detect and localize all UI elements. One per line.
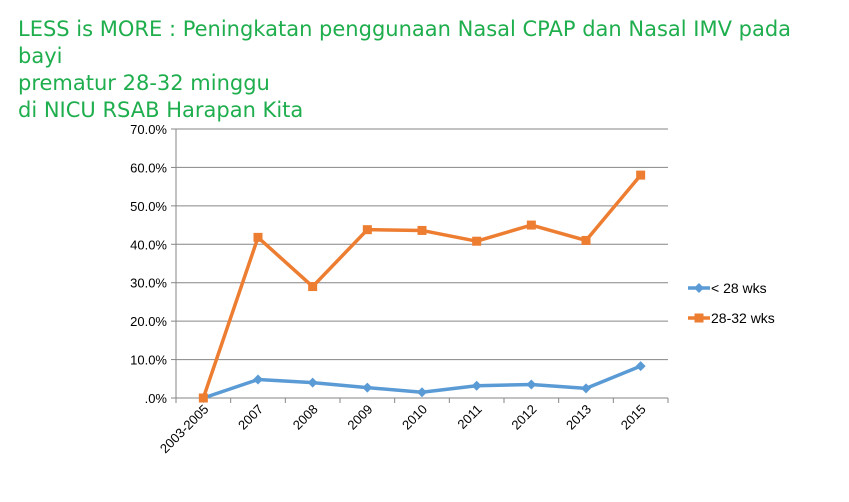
y-tick-label: 20.0% [130, 314, 167, 329]
data-point [253, 374, 263, 385]
x-tick-label: 2008 [290, 402, 321, 433]
legend-item: < 28 wks [688, 280, 767, 296]
x-tick-label: 2007 [235, 402, 266, 433]
data-point [526, 220, 536, 230]
y-tick-label: .0% [145, 391, 168, 406]
legend-marker [694, 283, 704, 293]
x-tick-label: 2013 [563, 402, 594, 433]
legend-marker [694, 313, 704, 323]
legend: < 28 wks 28-32 wks [688, 280, 775, 326]
data-point [526, 379, 537, 390]
data-point [308, 282, 318, 292]
y-tick-label: 10.0% [130, 353, 167, 368]
series-lines [198, 170, 646, 403]
slide-title: LESS is MORE : Peningkatan penggunaan Na… [18, 16, 838, 124]
legend-label: 28-32 wks [711, 310, 775, 326]
y-tick-label: 50.0% [130, 199, 167, 214]
y-tick-label: 60.0% [130, 160, 167, 175]
data-point [417, 225, 427, 235]
data-point [581, 383, 591, 394]
data-point [253, 232, 263, 242]
title-line-2: prematur 28-32 minggu [18, 71, 270, 95]
y-tick-label: 30.0% [130, 276, 167, 291]
data-point [581, 235, 591, 245]
x-tick-label: 2012 [508, 402, 539, 433]
data-point [362, 225, 372, 235]
data-point [417, 387, 427, 398]
legend-item: 28-32 wks [688, 310, 775, 326]
title-line-3: di NICU RSAB Harapan Kita [18, 98, 304, 122]
x-tick-label: 2009 [344, 402, 375, 433]
x-tick-label: 2015 [618, 402, 649, 433]
data-point [198, 393, 208, 403]
x-tick-label: 2003-2005 [157, 402, 212, 457]
y-tick-label: 40.0% [130, 237, 167, 252]
x-tick-label: 2010 [399, 402, 430, 433]
data-point [472, 236, 482, 246]
title-line-1: LESS is MORE : Peningkatan penggunaan Na… [18, 17, 792, 68]
data-point [471, 380, 482, 391]
data-point [636, 170, 646, 180]
data-point [307, 377, 318, 388]
data-point [635, 361, 646, 372]
y-tick-label: 70.0% [130, 122, 167, 137]
axes: .0% 10.0% 20.0% 30.0% 40.0% 50.0% 60.0% 70.0% 20… [130, 122, 669, 457]
x-tick-label: 2011 [454, 402, 484, 432]
data-point [362, 382, 373, 393]
series-line [201, 173, 643, 399]
legend-label: < 28 wks [711, 280, 767, 296]
